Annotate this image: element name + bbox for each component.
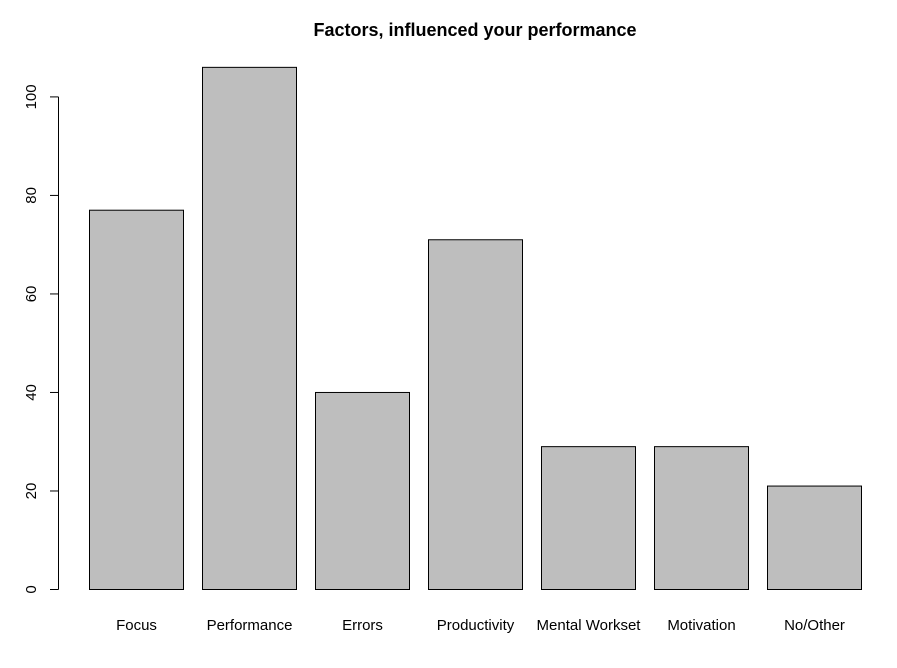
y-tick-label: 40 <box>23 384 40 401</box>
bar-no-other <box>767 485 862 590</box>
y-tick-label: 80 <box>23 187 40 204</box>
category-label: Performance <box>207 617 293 634</box>
y-tick-label: 0 <box>23 585 40 593</box>
bar-performance <box>202 66 297 590</box>
bar-productivity <box>428 239 523 591</box>
bar-errors <box>315 391 410 590</box>
category-label: No/Other <box>784 617 845 634</box>
y-tick-label: 20 <box>23 483 40 500</box>
y-tick-label: 100 <box>23 84 40 109</box>
x-axis-labels: Focus Performance Errors Productivity Mental… <box>116 617 845 634</box>
chart-title: Factors, influenced your performance <box>313 20 636 40</box>
bar-mental-workset <box>541 446 636 591</box>
category-label: Errors <box>342 617 383 634</box>
bars-layer <box>89 66 862 591</box>
y-axis: 0 20 40 60 80 100 <box>23 84 59 594</box>
bar-focus <box>89 209 184 590</box>
y-tick-label: 60 <box>23 286 40 303</box>
category-label: Productivity <box>437 617 515 634</box>
bar-motivation <box>654 446 749 591</box>
category-label: Mental Workset <box>537 617 642 634</box>
category-label: Focus <box>116 617 157 634</box>
category-label: Motivation <box>667 617 735 634</box>
